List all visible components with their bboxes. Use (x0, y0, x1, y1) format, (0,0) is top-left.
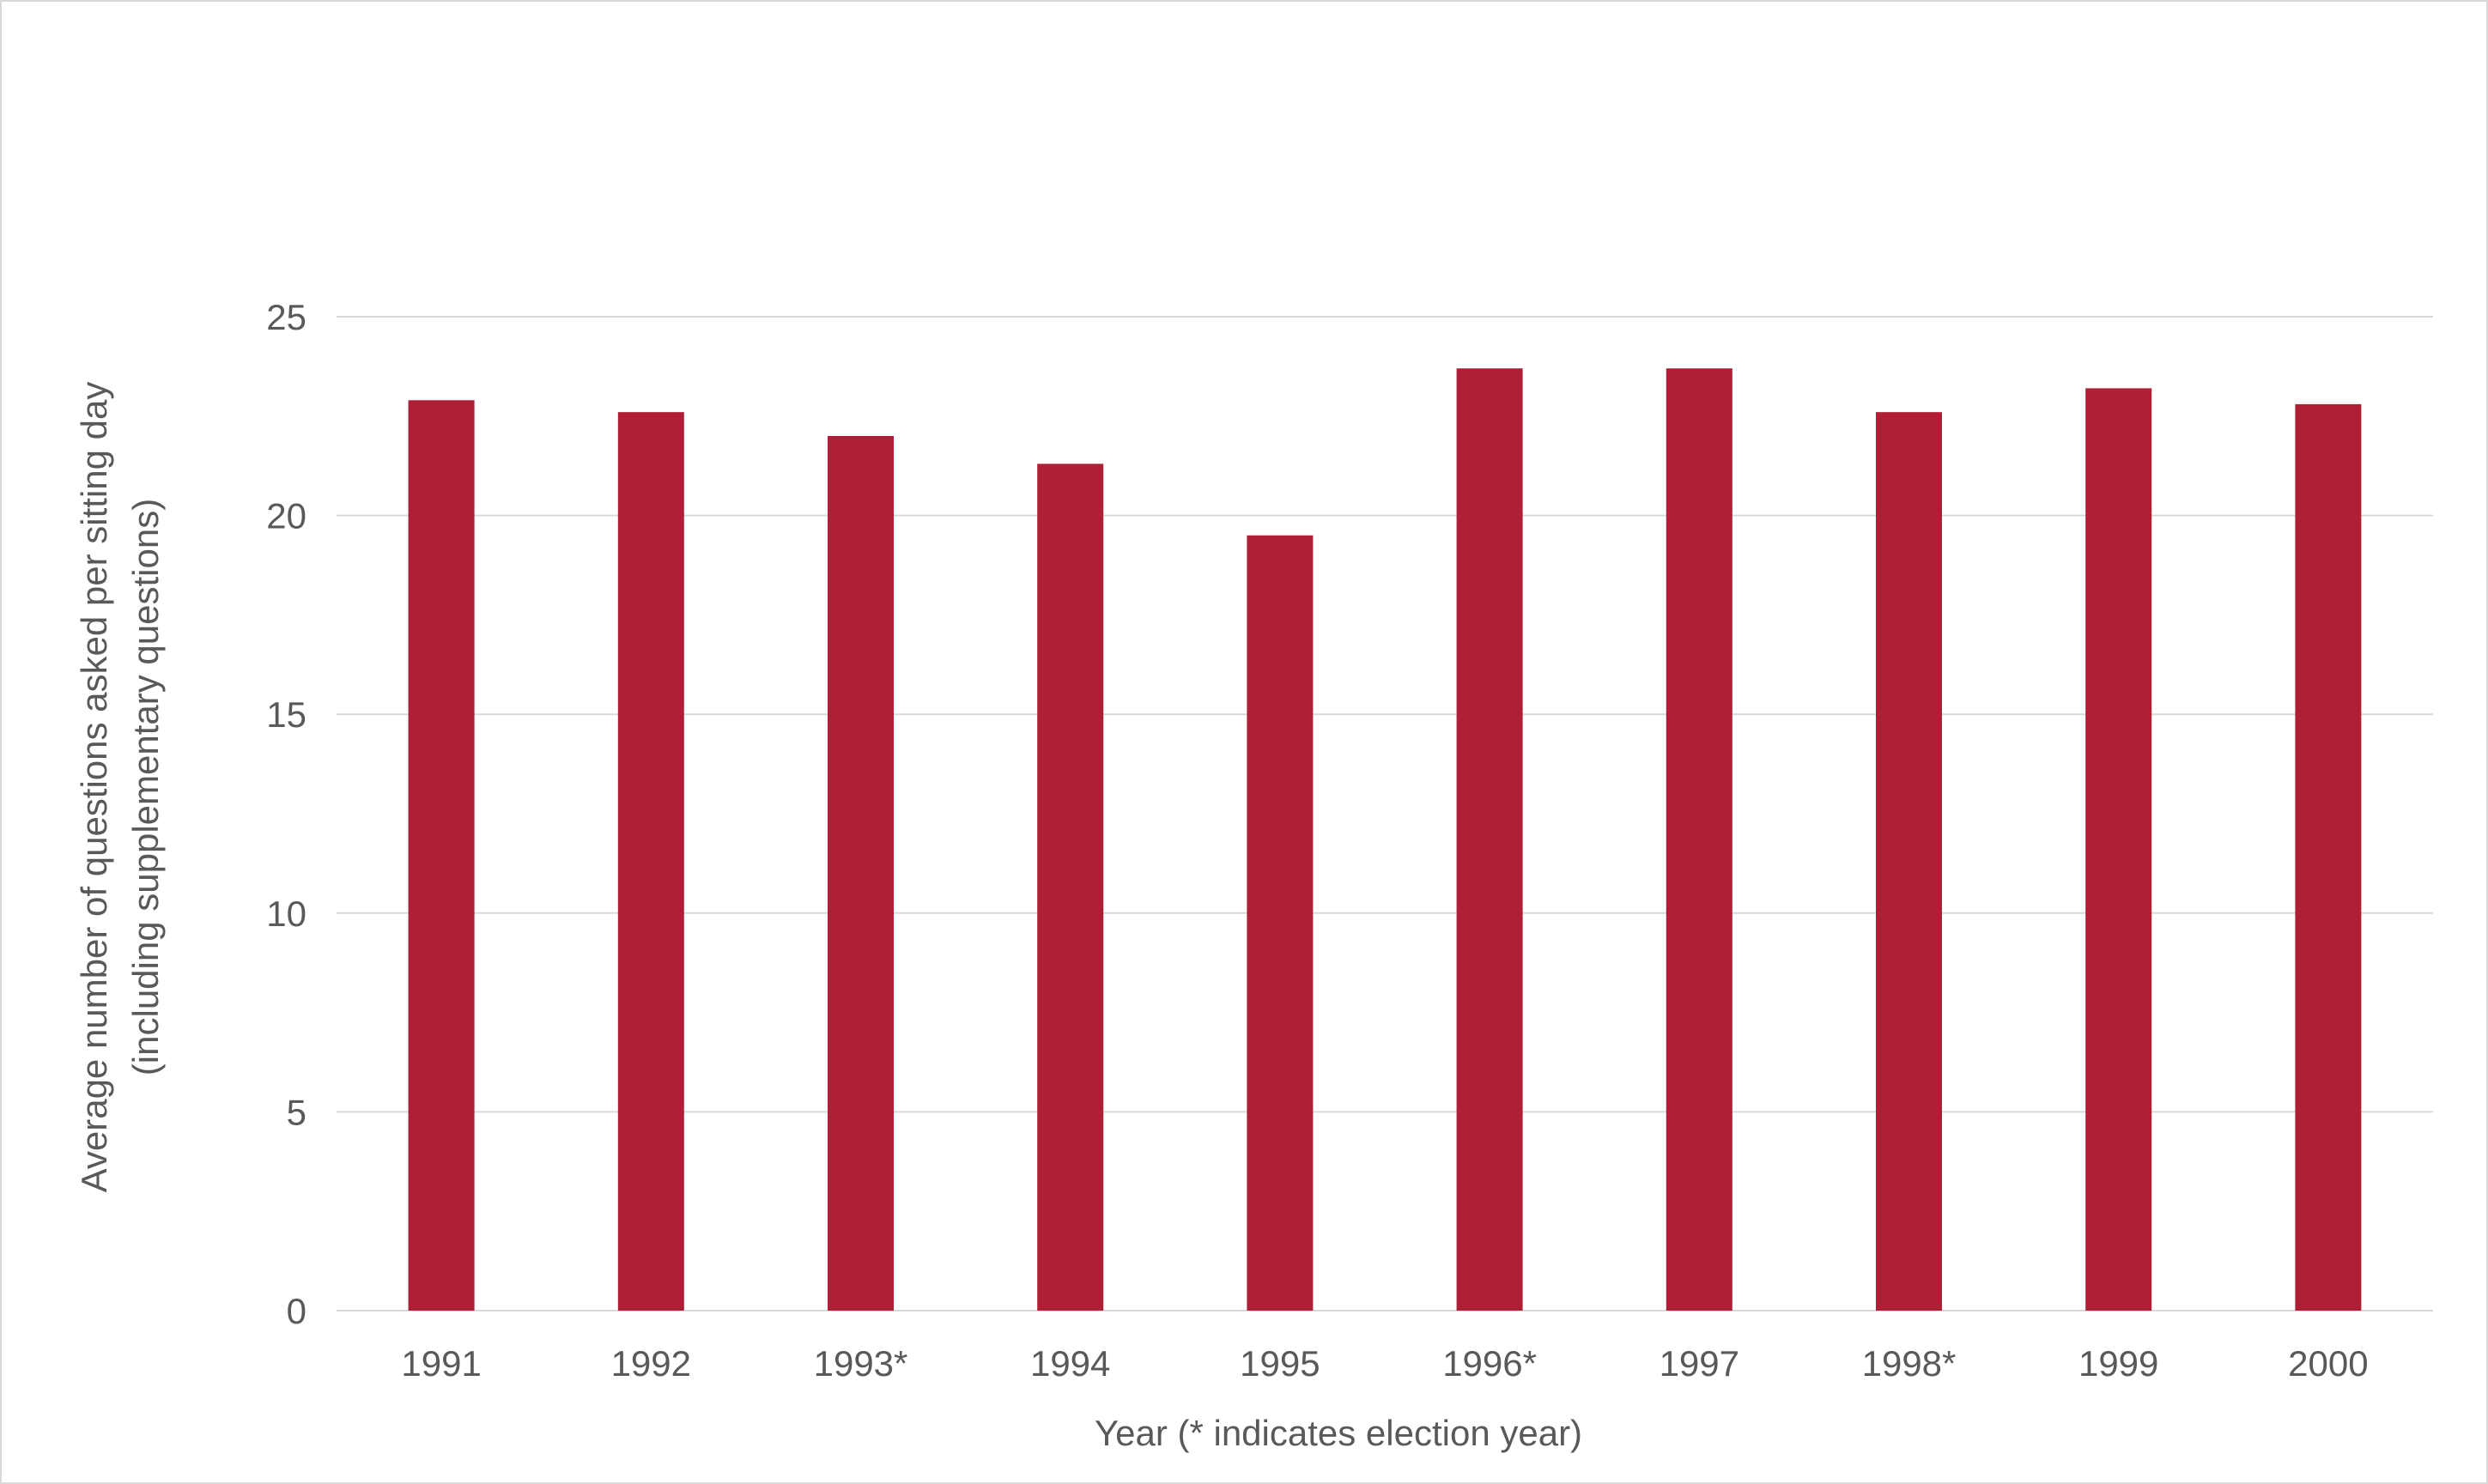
x-tick-label: 2000 (2288, 1343, 2368, 1384)
x-axis-title: Year (* indicates election year) (1095, 1413, 1582, 1453)
y-axis-title-line-2: (including supplementary questions) (125, 499, 166, 1075)
y-tick-label: 0 (287, 1291, 306, 1331)
x-tick-label: 1996* (1442, 1343, 1537, 1384)
bar (1666, 368, 1732, 1311)
x-tick-label: 1998* (1862, 1343, 1957, 1384)
x-tick-label: 1994 (1030, 1343, 1110, 1384)
bar (1456, 368, 1523, 1311)
bar (2085, 388, 2152, 1311)
bar (1037, 463, 1104, 1311)
bar (1876, 412, 1942, 1311)
y-tick-label: 20 (266, 496, 306, 536)
y-axis-title: Average number of questions asked per si… (74, 382, 166, 1193)
y-tick-label: 25 (266, 297, 306, 337)
y-axis-title-line-1: Average number of questions asked per si… (74, 382, 114, 1193)
x-tick-label: 1997 (1660, 1343, 1739, 1384)
bar (408, 400, 475, 1311)
x-tick-label: 1995 (1240, 1343, 1320, 1384)
bar (1247, 535, 1314, 1311)
x-tick-label: 1999 (2078, 1343, 2158, 1384)
axes: 0 5 10 15 20 25 1991 1992 1993* 1994 1995 1996* 1997… (266, 297, 2368, 1384)
x-tick-label: 1991 (401, 1343, 481, 1384)
x-tick-label: 1992 (611, 1343, 691, 1384)
bar (2295, 403, 2362, 1311)
gridlines (337, 316, 2433, 1311)
y-tick-label: 15 (266, 694, 306, 735)
bar (828, 435, 894, 1311)
y-tick-label: 10 (266, 893, 306, 934)
y-tick-label: 5 (287, 1092, 306, 1132)
bars (408, 368, 2362, 1311)
bar (617, 412, 684, 1311)
x-tick-label: 1993* (814, 1343, 908, 1384)
